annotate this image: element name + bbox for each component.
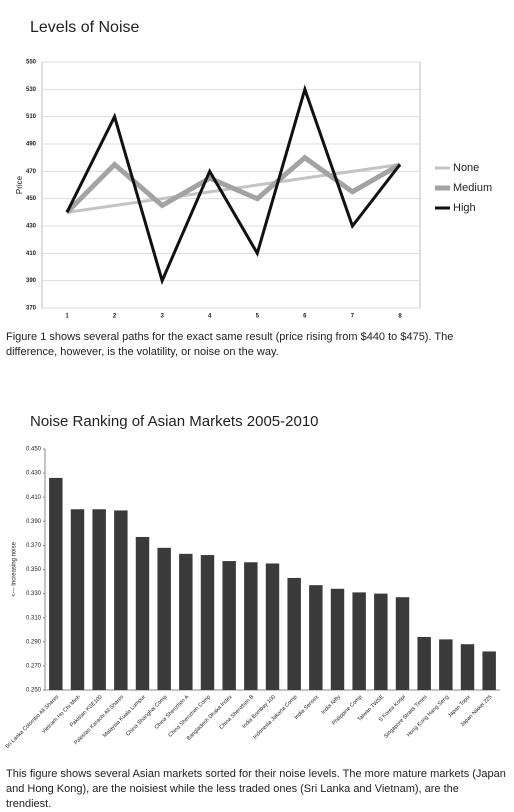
y-tick-label: 0.310 (26, 615, 42, 621)
bar (114, 510, 128, 690)
legend-label: High (453, 202, 476, 214)
bar (482, 651, 496, 690)
y-tick-label: 550 (26, 60, 37, 66)
y-tick-label: 0.270 (26, 663, 42, 669)
y-tick-label: 0.390 (26, 519, 42, 525)
bar (439, 639, 453, 690)
bar (330, 588, 345, 690)
y-tick-label: 450 (26, 196, 37, 202)
x-tick-label: India Nifty (320, 694, 342, 716)
bar (395, 597, 410, 690)
bar (265, 563, 280, 690)
y-axis-label: <--- Increasing noise (12, 541, 18, 597)
bar (179, 553, 193, 690)
y-tick-label: 390 (26, 278, 37, 284)
bar (287, 577, 301, 690)
y-tick-label: 470 (26, 169, 37, 175)
bar (200, 555, 215, 690)
legend-label: None (453, 162, 479, 174)
bar (244, 562, 258, 690)
y-tick-label: 0.370 (26, 543, 42, 549)
bar (374, 593, 388, 690)
x-tick-label: Indonesia Jakarta Comp (252, 694, 298, 740)
bar (70, 509, 85, 690)
x-tick-label: 5 (256, 314, 260, 320)
caption: This figure shows several Asian markets … (6, 768, 506, 810)
y-tick-label: 410 (26, 251, 37, 257)
x-tick-label: Malaysia Kuala Lumpur (102, 694, 147, 739)
x-tick-label: Vietnam Ho Chi Minh (41, 694, 82, 735)
x-tick-label: Singapore Straits Times (383, 694, 429, 740)
y-tick-label: 370 (26, 306, 37, 312)
bar (49, 477, 63, 690)
y-tick-label: 0.350 (26, 567, 42, 573)
legend-label: Medium (453, 182, 492, 194)
bar (352, 592, 366, 690)
line-series (65, 84, 402, 286)
y-tick-label: 0.410 (26, 495, 42, 501)
x-tick-label: 3 (160, 314, 164, 320)
y-tick-label: 0.430 (26, 471, 42, 477)
bar (157, 547, 171, 690)
y-tick-label: 430 (26, 224, 37, 230)
y-tick-label: 0.330 (26, 591, 42, 597)
y-tick-label: 530 (26, 87, 37, 93)
bar (417, 636, 431, 690)
caption: Figure 1 shows several paths for the exa… (6, 331, 454, 358)
x-tick-label: 8 (398, 314, 402, 320)
x-tick-label: 7 (351, 314, 355, 320)
chart-title: Levels of Noise (30, 19, 139, 36)
chart-title: Noise Ranking of Asian Markets 2005-2010 (30, 413, 319, 430)
bar (309, 585, 323, 690)
y-axis-label: Price (15, 175, 24, 194)
x-tick-label: 1 (65, 314, 69, 320)
y-tick-label: 0.450 (26, 447, 42, 453)
y-tick-label: 510 (26, 114, 37, 120)
x-tick-label: Hong Kong Hang Seng (406, 694, 450, 738)
x-tick-label: China Shanghai Comp (125, 694, 168, 737)
bar (460, 644, 475, 690)
line-series (65, 154, 402, 215)
x-tick-label: 2 (113, 314, 117, 320)
y-tick-label: 0.290 (26, 639, 42, 645)
x-tick-label: 4 (208, 314, 212, 320)
bar (135, 536, 150, 690)
y-tick-label: 0.250 (26, 688, 42, 694)
x-tick-label: China Shenzhen Comp (167, 694, 211, 738)
x-tick-label: 6 (303, 314, 307, 320)
bar (222, 561, 236, 690)
y-tick-label: 490 (26, 142, 37, 148)
bar (92, 509, 106, 690)
